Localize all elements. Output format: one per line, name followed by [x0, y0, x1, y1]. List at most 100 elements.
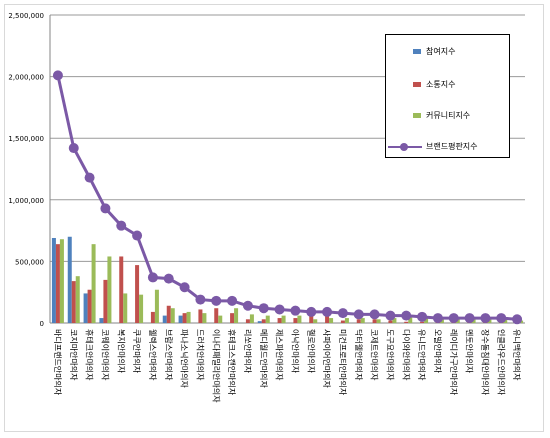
line-point: [116, 220, 127, 231]
y-tick-label: 2,000,000: [8, 74, 44, 82]
x-tick-label: 레이디가구안마의자: [449, 329, 459, 396]
y-tick-label: 2,500,000: [8, 12, 44, 20]
x-tick-label: 미건프로티안마의자: [338, 329, 348, 396]
bar: [170, 308, 175, 323]
bar: [404, 321, 409, 323]
line-point: [385, 310, 396, 321]
legend-label-community: 커뮤니티지수: [426, 111, 471, 120]
bar: [360, 318, 365, 323]
bar: [182, 313, 187, 323]
x-tick-label: 유니맥안마의자: [512, 329, 522, 381]
bar: [277, 318, 282, 323]
legend-label-communication: 소통지수: [426, 80, 456, 89]
line-point: [448, 313, 459, 324]
legend-swatch-participation: [413, 49, 421, 54]
x-tick-label: 복지안마의자: [116, 329, 126, 374]
bar: [71, 281, 76, 323]
line-point: [68, 143, 79, 154]
x-tick-label: 파나소닉안마의자: [180, 329, 190, 389]
x-tick-label: 장수돌침대안마의자: [480, 329, 490, 396]
bar: [154, 289, 159, 323]
bar: [408, 316, 413, 323]
line-point: [480, 313, 491, 324]
line-point: [100, 203, 111, 214]
bar: [135, 265, 140, 323]
legend-swatch-community: [413, 113, 421, 118]
line-point: [242, 300, 253, 311]
x-axis-ticks: 바디프랜드안마의자 코지마안마의자 휴테크안마의자 코웨이안마의자 복지안마의자 쿠쿠안마…: [53, 329, 522, 403]
line-point: [147, 272, 158, 283]
line-point: [179, 282, 190, 293]
bar: [309, 315, 314, 323]
bar: [424, 318, 429, 323]
bar: [487, 319, 492, 323]
x-tick-label: 인클라우드안마의자: [496, 329, 506, 396]
line-point: [401, 310, 412, 321]
bar: [297, 315, 302, 323]
bar: [202, 313, 207, 323]
bar: [99, 318, 104, 323]
legend: 참여지수 소통지수 커뮤니티지수 브랜드평판지수: [385, 34, 510, 158]
y-axis-ticks: 0 500,000 1,000,000 1,500,000 2,000,000 2,500…: [8, 12, 44, 328]
x-tick-label: 리쏘안마의자: [243, 329, 253, 374]
bar: [214, 308, 219, 323]
x-tick-label: 오빌안마의자: [433, 329, 443, 374]
y-tick-label: 1,000,000: [8, 197, 44, 205]
bar: [325, 315, 330, 323]
line-point: [464, 313, 475, 324]
bar: [139, 294, 144, 323]
bar: [91, 244, 96, 323]
line-point: [322, 306, 333, 317]
bar: [51, 237, 56, 323]
x-tick-label: 바디프랜드안마의자: [53, 329, 63, 396]
line-point: [417, 311, 428, 322]
x-tick-label: 유니드안마의자: [417, 329, 427, 381]
line-point: [290, 305, 301, 316]
legend-label-brand-reputation: 브랜드평판지수: [426, 142, 478, 151]
line-point: [306, 306, 317, 317]
bar: [123, 293, 128, 323]
bar: [356, 319, 361, 323]
bar: [420, 321, 425, 323]
bar: [245, 319, 250, 323]
legend-marker-brand-reputation: [400, 143, 408, 151]
line-point: [432, 313, 443, 324]
x-tick-label: 휴테크스캔안마의자: [227, 329, 237, 396]
bar: [59, 239, 64, 323]
legend-label-participation: 참여지수: [426, 47, 456, 56]
bar: [186, 311, 191, 323]
bar: [218, 315, 223, 323]
bar: [344, 318, 349, 323]
x-tick-label: 제스파안마의자: [275, 329, 285, 381]
legend-item-participation: 참여지수: [386, 46, 509, 60]
bar: [281, 315, 286, 323]
x-tick-label: 헬로안마의자: [306, 329, 316, 374]
line-point: [337, 308, 348, 319]
line-point: [512, 314, 523, 325]
bar: [313, 319, 318, 323]
bar: [503, 319, 508, 323]
line-point: [52, 70, 63, 81]
bar: [166, 305, 171, 323]
x-tick-label: 코지마안마의자: [69, 329, 79, 381]
bar: [265, 315, 270, 323]
x-tick-label: 드러치안마의자: [195, 329, 205, 381]
x-tick-label: 쿠쿠안마의자: [132, 329, 142, 374]
line-point: [274, 304, 285, 315]
bar: [249, 314, 254, 323]
bar-series: [51, 236, 524, 323]
line-point: [195, 294, 206, 305]
x-tick-label: 웰렉스안마의자: [148, 329, 158, 381]
bar: [119, 256, 124, 323]
legend-item-communication: 소통지수: [386, 79, 509, 93]
bar: [162, 315, 167, 323]
bar: [107, 256, 112, 323]
bar: [55, 244, 60, 323]
line-point: [353, 309, 364, 320]
bar: [471, 319, 476, 323]
x-tick-label: 멘토안마의자: [465, 329, 475, 374]
bar: [388, 320, 393, 323]
bar: [329, 318, 334, 323]
x-tick-label: 브람스안마의자: [164, 329, 174, 381]
bar: [178, 315, 183, 323]
